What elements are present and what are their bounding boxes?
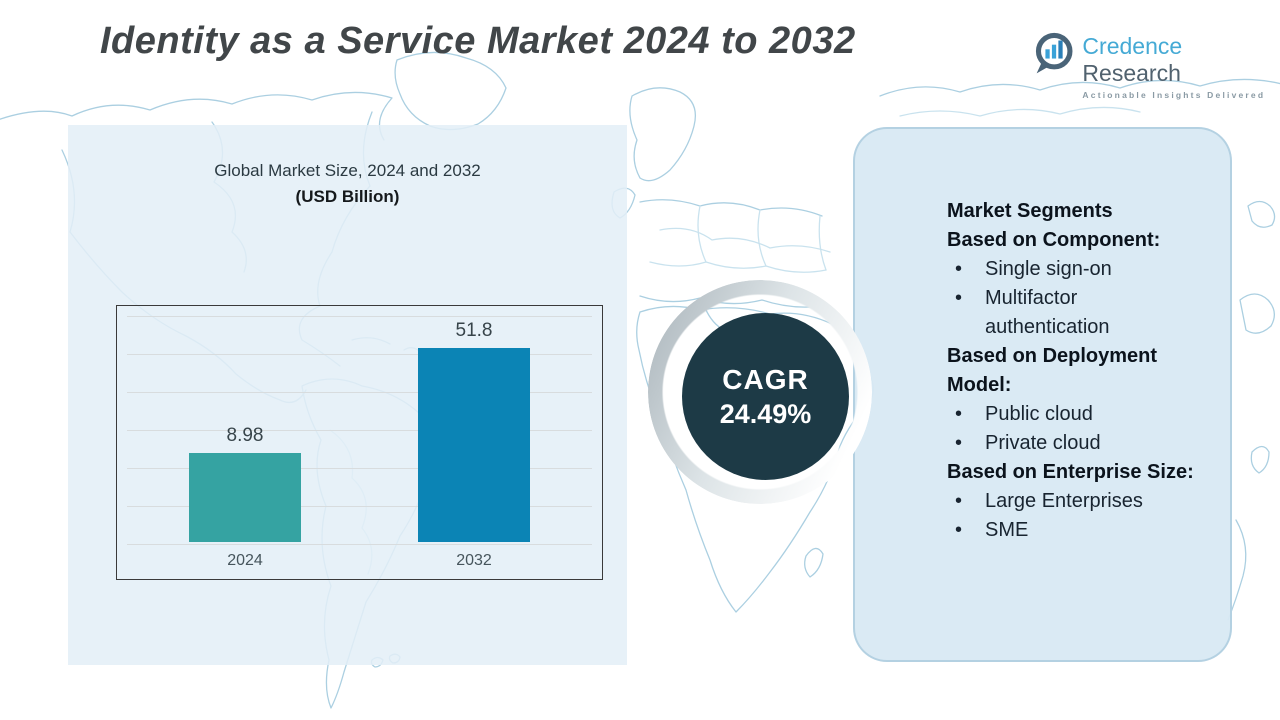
map-europe-borders-1 [659, 227, 831, 253]
brand-name-secondary: Research [1082, 60, 1181, 86]
chart-title: Global Market Size, 2024 and 2032 [214, 161, 481, 180]
chart-gridline [127, 468, 592, 469]
bar-value-label-2024: 8.98 [226, 425, 264, 446]
chart-gridline [127, 544, 592, 545]
brand-tagline: Actionable Insights Delivered [1082, 90, 1266, 100]
brand-name: Credence Research [1082, 33, 1280, 87]
page-title: Identity as a Service Market 2024 to 203… [100, 20, 856, 62]
brand-name-primary: Credence [1082, 33, 1183, 59]
segment-item-text: Large Enterprises [985, 490, 1143, 512]
map-asia-north [879, 78, 1280, 97]
map-europe-borders-2 [649, 261, 827, 273]
segment-item-text: Private cloud [985, 432, 1101, 454]
brand-logo: Credence Research Actionable Insights De… [1032, 30, 1280, 100]
segment-item: • Multifactor authentication [947, 284, 1202, 342]
cagr-label: CAGR [722, 363, 809, 395]
bullet-dot: • [955, 403, 963, 425]
cagr-badge: CAGR 24.49% [682, 313, 849, 480]
segment-item: • Public cloud [947, 400, 1202, 429]
segment-heading: Based on Component: [947, 229, 1161, 251]
map-greenland [394, 51, 507, 131]
chart-subtitle: (USD Billion) [295, 187, 400, 206]
map-africa-right-coast [1227, 519, 1247, 621]
credence-research-icon [1035, 32, 1073, 74]
segment-heading: Market Segments [947, 200, 1113, 222]
map-europe-borders-3 [697, 205, 827, 271]
chart-gridline [127, 506, 592, 507]
map-north-america [0, 91, 393, 141]
bullet-dot: • [955, 432, 963, 454]
bullet-dot: • [955, 519, 963, 541]
market-segments-panel: Market Segments Based on Component: • Singl… [853, 127, 1232, 662]
bar-category-label-2032: 2032 [456, 552, 492, 569]
map-arabia [1239, 293, 1275, 334]
bar-2024 [189, 453, 301, 542]
segment-item: • Large Enterprises [947, 487, 1202, 516]
bar-value-label-2032: 51.8 [455, 320, 493, 341]
bullet-dot: • [955, 258, 963, 280]
map-scandinavia [629, 87, 697, 182]
chart-gridline [127, 430, 592, 431]
segment-item: • Private cloud [947, 429, 1202, 458]
bar-2032 [418, 348, 530, 542]
segment-item-text: Public cloud [985, 403, 1093, 425]
bar-chart: 8.98 2024 51.8 2032 [116, 305, 603, 580]
bullet-dot: • [955, 287, 963, 309]
segment-item-text: SME [985, 519, 1029, 541]
bar-category-label-2024: 2024 [227, 552, 263, 569]
chart-gridline [127, 316, 592, 317]
market-size-panel: Global Market Size, 2024 and 2032 (USD B… [68, 125, 627, 665]
segment-heading: Based on Deployment Model: [947, 345, 1158, 396]
map-madagascar-right [1250, 445, 1270, 474]
segment-item: • SME [947, 516, 1202, 545]
map-island-right [1247, 200, 1276, 228]
segment-heading: Based on Enterprise Size: [947, 461, 1194, 483]
segment-item-text: Single sign-on [985, 258, 1112, 280]
segment-item: • Single sign-on [947, 255, 1202, 284]
cagr-value: 24.49% [719, 398, 812, 429]
map-asia-inner [899, 106, 1141, 117]
map-madagascar [804, 547, 824, 578]
segment-item-text: Multifactor authentication [985, 287, 1110, 338]
chart-gridline [127, 392, 592, 393]
bullet-dot: • [955, 490, 963, 512]
chart-gridline [127, 354, 592, 355]
map-europe-coast [639, 199, 823, 217]
